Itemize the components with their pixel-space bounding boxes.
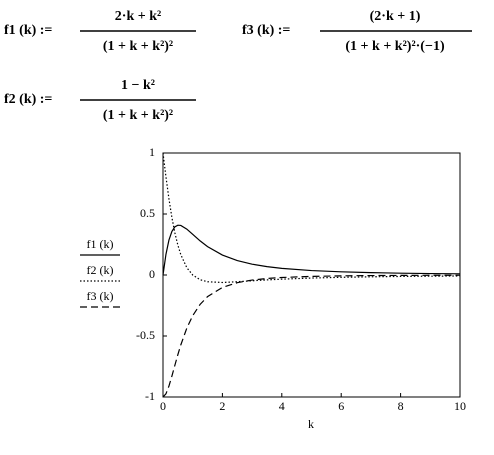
formula-numerator: (2·k + 1): [370, 9, 421, 24]
x-tick-label: 0: [160, 399, 166, 413]
formula-f2: f2 (k) := 1 − k² (1 + k + k²)²: [4, 78, 196, 123]
y-tick-label: 0: [149, 267, 155, 281]
x-tick-label: 2: [219, 399, 225, 413]
formula-f3: f3 (k) := (2·k + 1) (1 + k + k²)²·(−1): [242, 9, 472, 54]
series-line: [162, 224, 461, 276]
formula-lhs: f2 (k) :=: [4, 92, 52, 107]
y-tick-label: 0.5: [140, 206, 155, 220]
formula-denominator: (1 + k + k²)²·(−1): [345, 39, 445, 54]
y-tick-label: -1: [145, 389, 155, 403]
formula-f1: f1 (k) := 2·k + k² (1 + k + k²)²: [4, 9, 196, 54]
y-tick-label: 1: [149, 145, 155, 159]
y-tick-label: -0.5: [136, 328, 155, 342]
x-tick-label: 8: [398, 399, 404, 413]
legend-label: f3 (k): [87, 289, 114, 303]
series-line: [162, 274, 461, 398]
formula-numerator: 2·k + k²: [115, 9, 161, 24]
x-tick-label: 6: [338, 399, 344, 413]
x-axis-label: k: [308, 417, 314, 431]
x-tick-label: 4: [279, 399, 285, 413]
formula-lhs: f3 (k) :=: [242, 23, 290, 38]
legend-label: f2 (k): [87, 263, 114, 277]
formula-lhs: f1 (k) :=: [4, 23, 52, 38]
formula-denominator: (1 + k + k²)²: [103, 39, 173, 54]
series-line: [162, 152, 461, 284]
legend-label: f1 (k): [87, 237, 114, 251]
formula-numerator: 1 − k²: [121, 78, 155, 93]
x-tick-label: 10: [454, 399, 466, 413]
formula-denominator: (1 + k + k²)²: [103, 108, 173, 123]
